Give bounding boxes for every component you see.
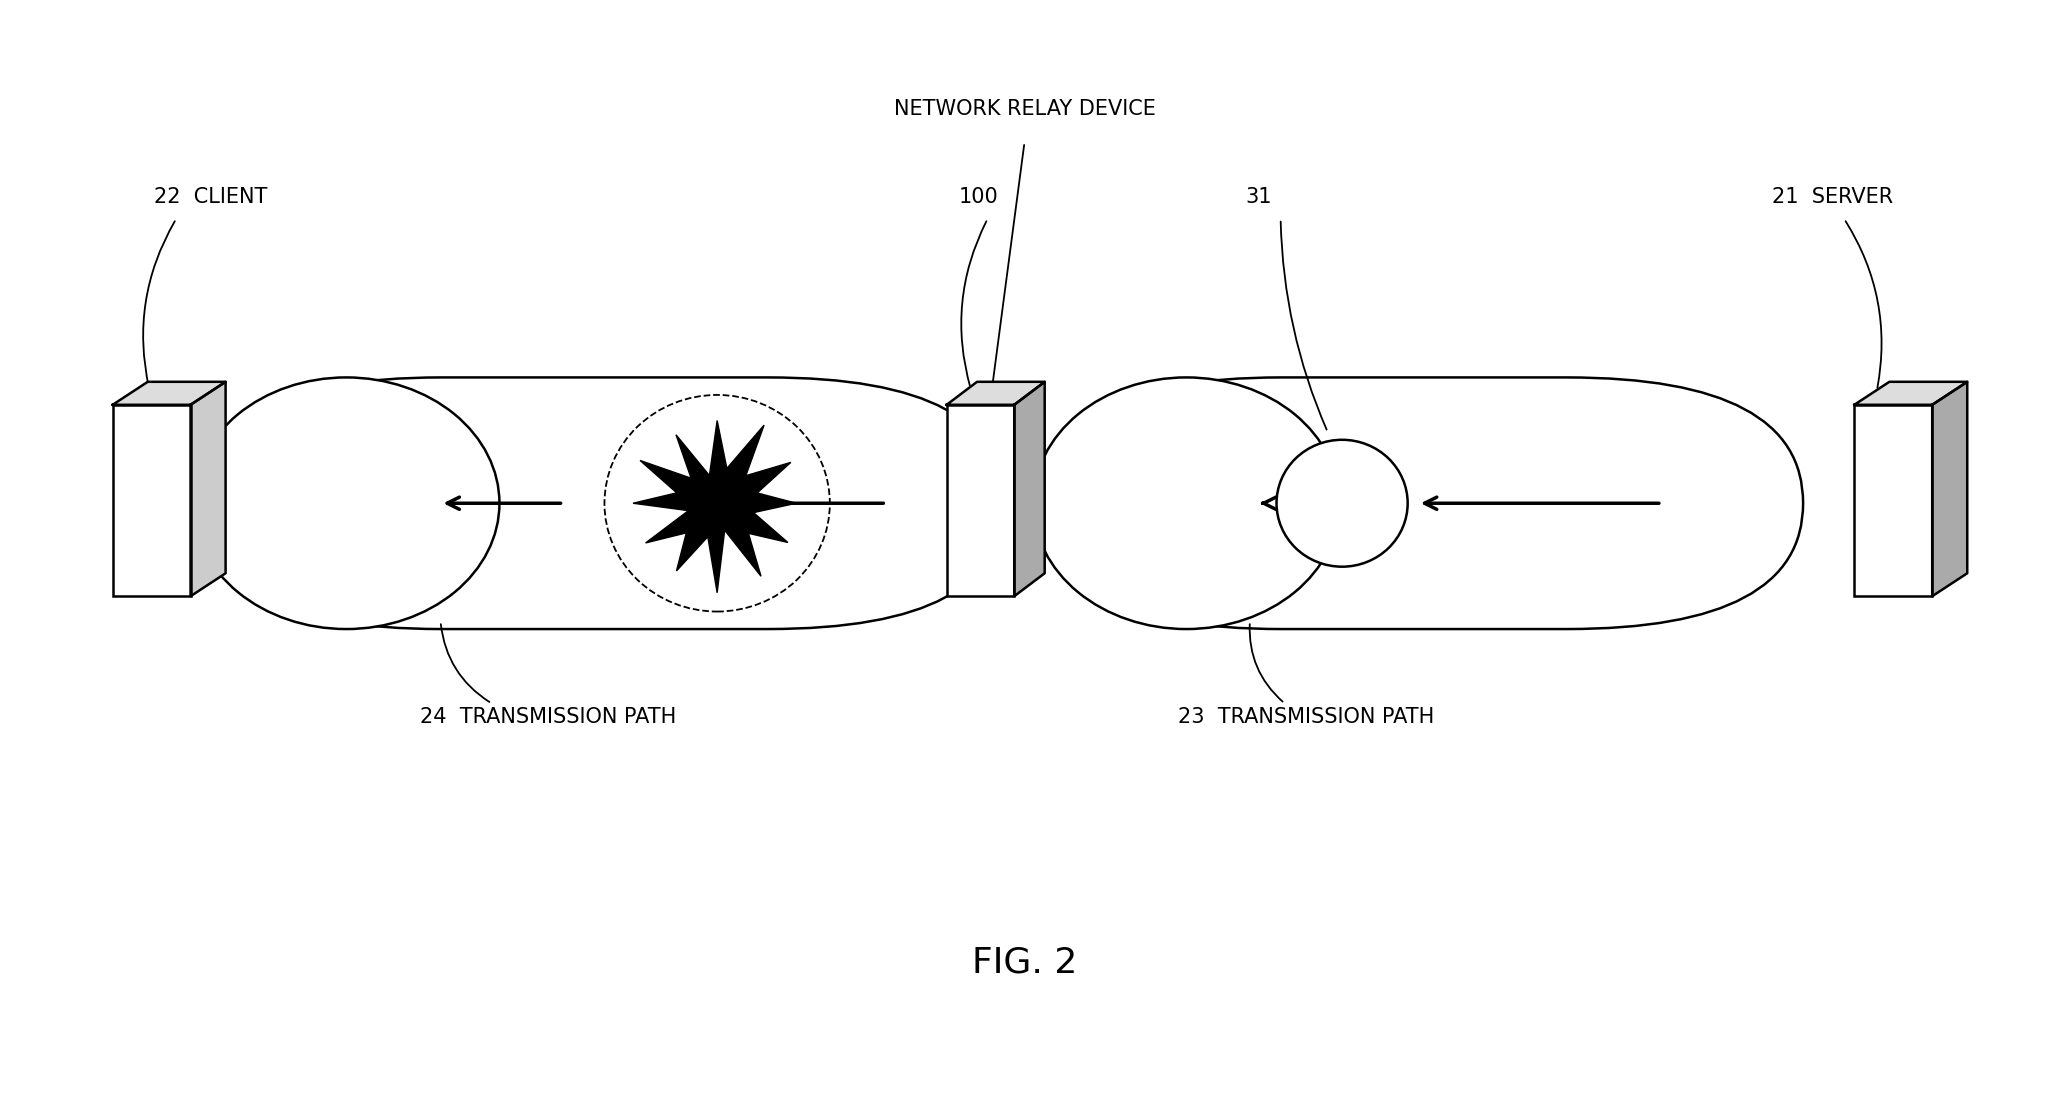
Bar [113, 405, 191, 596]
Text: FIG. 2: FIG. 2 [971, 945, 1078, 980]
Text: 23  TRANSMISSION PATH: 23 TRANSMISSION PATH [1178, 707, 1434, 726]
Text: 100: 100 [959, 187, 998, 207]
Polygon shape [947, 382, 1045, 405]
Text: 24  TRANSMISSION PATH: 24 TRANSMISSION PATH [420, 707, 676, 726]
Polygon shape [113, 382, 225, 405]
Ellipse shape [1277, 440, 1408, 567]
Polygon shape [191, 382, 225, 596]
Bar [1854, 405, 1932, 596]
Text: 22  CLIENT: 22 CLIENT [154, 187, 266, 207]
Polygon shape [1014, 382, 1045, 596]
Ellipse shape [193, 377, 500, 629]
Ellipse shape [1033, 377, 1340, 629]
Polygon shape [1932, 382, 1967, 596]
Polygon shape [633, 420, 797, 593]
Bar [947, 405, 1014, 596]
Text: NETWORK RELAY DEVICE: NETWORK RELAY DEVICE [893, 100, 1156, 119]
FancyBboxPatch shape [205, 377, 1004, 629]
Text: 21  SERVER: 21 SERVER [1772, 187, 1893, 207]
Text: 31: 31 [1246, 187, 1272, 207]
Polygon shape [1854, 382, 1967, 405]
FancyBboxPatch shape [1045, 377, 1803, 629]
